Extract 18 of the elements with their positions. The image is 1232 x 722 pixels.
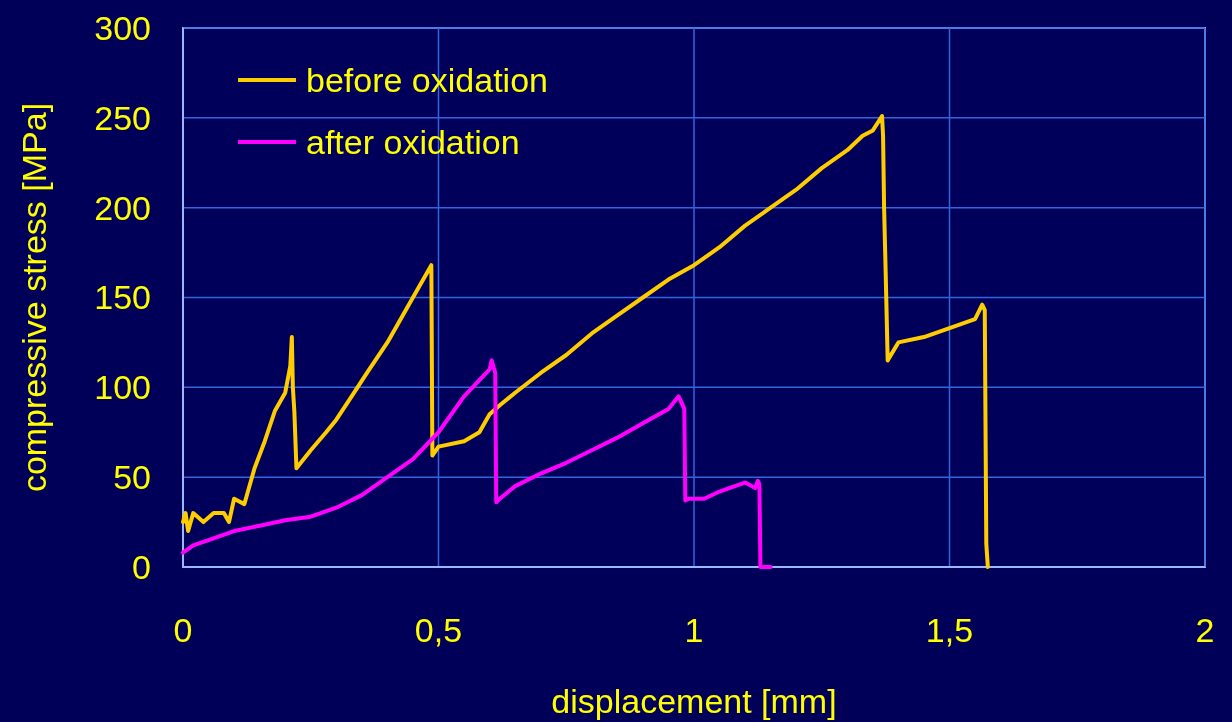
x-tick-label: 1 [684,611,704,649]
x-tick-label: 0,5 [414,611,463,649]
y-tick-label: 300 [94,8,151,47]
legend-label: before oxidation [306,60,548,99]
y-tick-label: 100 [94,368,151,407]
y-tick-label: 200 [94,188,151,227]
x-tick-label: 2 [1195,611,1215,649]
x-axis-title: displacement [mm] [551,682,837,720]
y-axis-title: compressive stress [MPa] [15,102,53,493]
line-series [181,358,773,569]
line-series [181,114,990,569]
y-tick-label: 150 [94,278,151,317]
y-tick-label: 0 [132,547,151,586]
legend-label: after oxidation [306,122,520,161]
x-tick-label: 0 [173,611,193,649]
x-tick-label: 1,5 [925,611,974,649]
y-tick-label: 50 [113,458,151,497]
y-tick-label: 250 [94,98,151,137]
